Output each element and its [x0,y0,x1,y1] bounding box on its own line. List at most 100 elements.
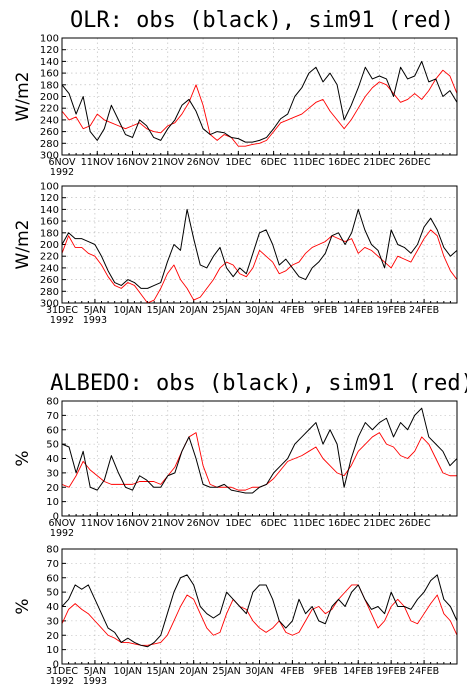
ytick-label: 20 [46,483,59,494]
ytick-label: 260 [40,275,59,286]
ytick-label: 0 [53,660,59,671]
plot-frame [61,185,458,304]
xtick-sublabel: 1993 [83,676,107,687]
xtick-label: 30JAN [245,305,273,316]
xtick-label: 11NOV [81,518,115,529]
obs-series-line [62,60,457,143]
y-axis-label: % [13,450,33,466]
ytick-label: 50 [46,440,59,451]
xtick-label: 15JAN [147,305,175,316]
xtick-label: 14FEB [343,305,373,316]
ytick-label: 80 [46,397,59,408]
xtick-label: 21NOV [151,157,185,168]
ytick-label: 80 [46,545,59,556]
ytick-label: 20 [46,631,59,642]
ytick-label: 220 [40,104,59,115]
xtick-sublabel: 1992 [50,528,74,539]
xtick-label: 25JAN [212,305,240,316]
ytick-label: 60 [46,425,59,436]
ytick-label: 70 [46,559,59,570]
obs-series-line [62,574,457,648]
xtick-label: 30JAN [245,666,273,677]
ytick-label: 160 [40,69,59,80]
xtick-label: 6NOV [49,157,76,168]
ytick-label: 300 [40,299,59,310]
ytick-label: 10 [46,645,59,656]
olr-nov-dec-panel: 1001201401601802002202402602803006NOV199… [13,34,458,178]
ytick-label: 40 [46,454,59,465]
xtick-label: 11NOV [81,157,115,168]
ytick-label: 300 [40,151,59,162]
xtick-label: 25JAN [212,666,240,677]
xtick-label: 21DEC [363,157,395,168]
xtick-label: 16NOV [116,518,150,529]
ytick-label: 140 [40,57,59,68]
xtick-label: 26DEC [399,157,431,168]
xtick-label: 26DEC [399,518,431,529]
xtick-label: 5JAN [84,666,106,677]
ytick-label: 280 [40,139,59,150]
xtick-label: 4FEB [280,666,304,677]
plot-frame [61,548,458,665]
xtick-label: 1DEC [225,518,251,529]
xtick-sublabel: 1992 [50,676,74,687]
ytick-label: 60 [46,573,59,584]
xtick-label: 24FEB [409,305,439,316]
xtick-label: 24FEB [409,666,439,677]
xtick-label: 19FEB [376,666,406,677]
obs-series-line [62,407,457,494]
ytick-label: 200 [40,92,59,103]
xtick-label: 10JAN [114,305,142,316]
xtick-label: 26NOV [187,157,221,168]
xtick-label: 20JAN [179,666,207,677]
sim-series-line [62,229,457,303]
xtick-label: 16DEC [328,518,360,529]
y-axis-label: % [13,598,33,614]
xtick-label: 10JAN [114,666,142,677]
xtick-label: 31DEC [46,666,78,677]
xtick-label: 21DEC [363,518,395,529]
xtick-label: 6DEC [261,518,287,529]
ytick-label: 220 [40,252,59,263]
ytick-label: 10 [46,497,59,508]
albedo-title: ALBEDO: obs (black), sim91 (red) [50,371,467,396]
ytick-label: 120 [40,193,59,204]
ytick-label: 180 [40,228,59,239]
xtick-label: 26NOV [187,518,221,529]
ytick-label: 50 [46,588,59,599]
olr-title: OLR: obs (black), sim91 (red) [70,8,454,33]
ytick-label: 260 [40,127,59,138]
xtick-sublabel: 1992 [50,167,74,178]
ytick-label: 280 [40,287,59,298]
y-axis-label: W/m2 [13,220,33,270]
xtick-label: 16DEC [328,157,360,168]
ytick-label: 70 [46,411,59,422]
xtick-label: 1DEC [225,157,251,168]
ytick-label: 180 [40,80,59,91]
ytick-label: 100 [40,182,59,193]
obs-series-line [62,208,457,289]
ytick-label: 100 [40,34,59,45]
xtick-label: 31DEC [46,305,78,316]
ytick-label: 0 [53,512,59,523]
xtick-label: 6NOV [49,518,76,529]
ytick-label: 140 [40,205,59,216]
y-axis-label: W/m2 [13,72,33,122]
ytick-label: 40 [46,602,59,613]
plot-frame [61,37,458,156]
xtick-label: 14FEB [343,666,373,677]
sim-series-line [62,432,457,491]
xtick-label: 11DEC [293,518,325,529]
xtick-label: 11DEC [293,157,325,168]
xtick-label: 4FEB [280,305,304,316]
ytick-label: 120 [40,45,59,56]
ytick-label: 200 [40,240,59,251]
olr-jan-feb-panel: 10012014016018020022024026028030031DEC19… [13,182,458,326]
ytick-label: 30 [46,616,59,627]
xtick-label: 19FEB [376,305,406,316]
xtick-label: 20JAN [179,305,207,316]
xtick-sublabel: 1993 [83,315,107,326]
xtick-label: 6DEC [261,157,287,168]
